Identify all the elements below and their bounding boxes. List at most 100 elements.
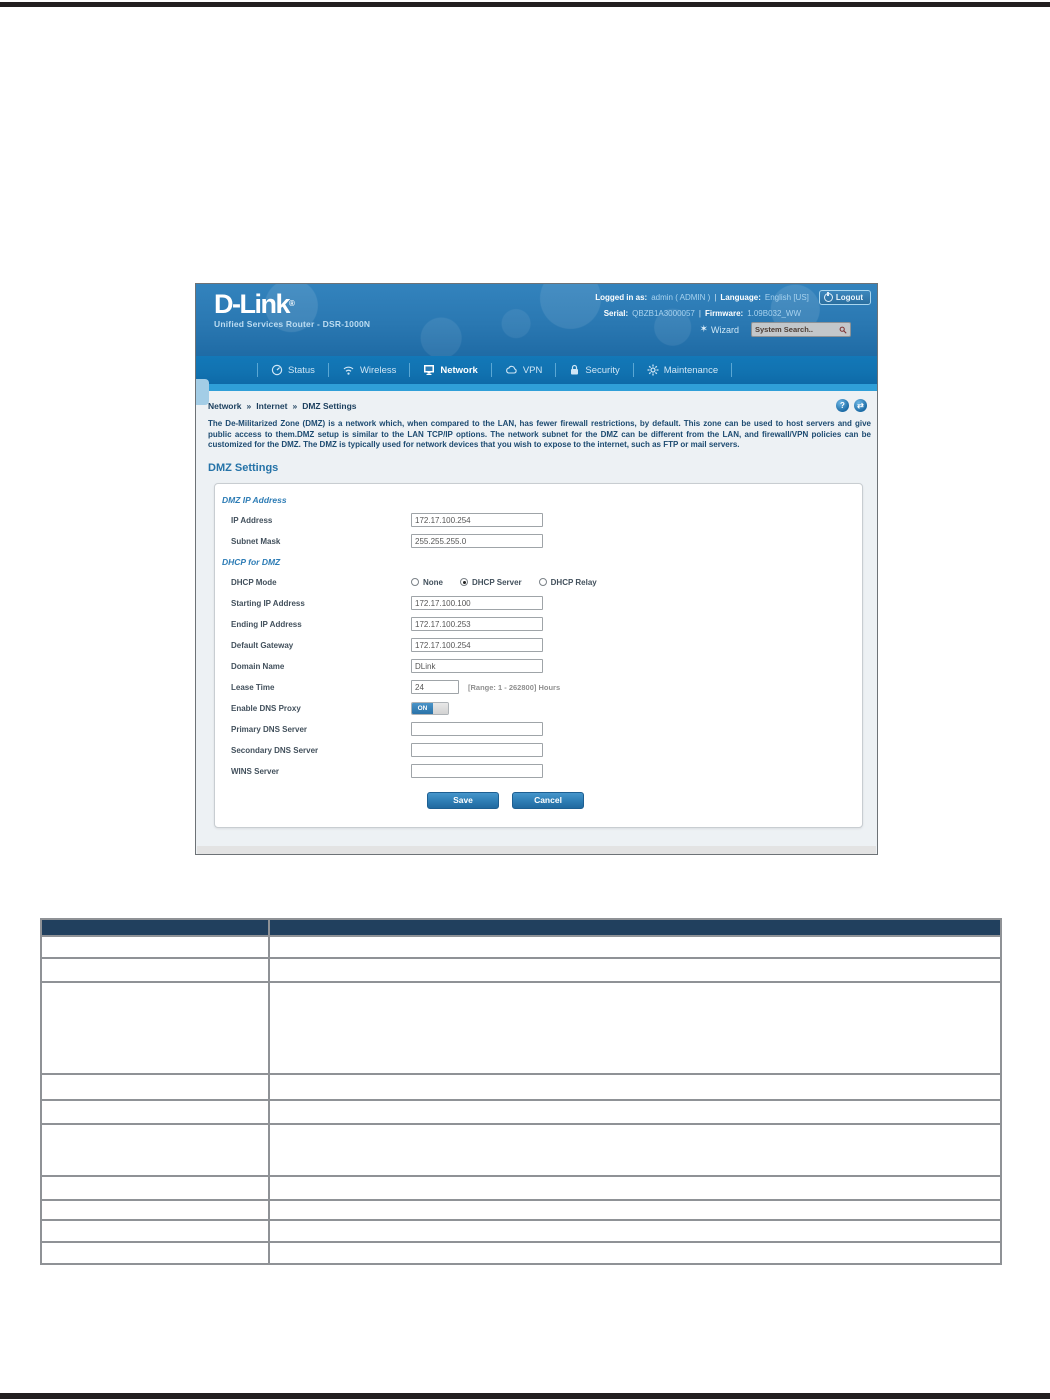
field-description-table: [40, 918, 1002, 1265]
nav-separator: [731, 363, 733, 377]
radio-selected-icon[interactable]: [460, 578, 468, 586]
table-cell: [268, 1175, 1002, 1201]
nav-label: VPN: [522, 364, 543, 376]
help-icon[interactable]: ?: [836, 399, 849, 412]
secondary-dns-label: Secondary DNS Server: [231, 745, 319, 755]
session-line-2: Serial: QBZB1A3000057 | Firmware: 1.09B0…: [595, 309, 871, 318]
dlink-logo: D-Link®: [214, 290, 370, 318]
table-cell: [268, 981, 1002, 1075]
starting-ip-field[interactable]: [411, 596, 543, 610]
table-cell: [40, 1123, 270, 1177]
table-row: [40, 1099, 1002, 1125]
default-gateway-field[interactable]: [411, 638, 543, 652]
form-row-subnet-mask: Subnet Mask: [215, 531, 862, 552]
radio-label: DHCP Relay: [550, 577, 597, 587]
nav-label: Network: [440, 364, 478, 376]
form-row-secondary-dns: Secondary DNS Server: [215, 740, 862, 761]
brand-block: D-Link® Unified Services Router - DSR-10…: [214, 290, 370, 329]
divider: |: [714, 293, 717, 302]
radio-dhcp-server[interactable]: DHCP Server: [460, 578, 522, 587]
nav-item-wireless[interactable]: Wireless: [342, 364, 396, 376]
firmware-value: 1.09B032_WW: [747, 309, 801, 318]
gauge-icon: [271, 364, 283, 376]
cancel-button[interactable]: Cancel: [512, 791, 584, 809]
logout-button[interactable]: Logout: [818, 290, 871, 305]
radio-label: None: [423, 577, 443, 587]
primary-dns-field[interactable]: [411, 722, 543, 736]
wins-server-label: WINS Server: [231, 766, 280, 776]
default-gateway-label: Default Gateway: [231, 640, 294, 650]
product-tagline: Unified Services Router - DSR-1000N: [214, 319, 371, 329]
breadcrumb-network[interactable]: Network: [208, 400, 242, 411]
registered-mark: ®: [289, 299, 295, 308]
primary-dns-label: Primary DNS Server: [231, 724, 308, 734]
form-row-wins-server: WINS Server: [215, 761, 862, 782]
table-row: [40, 1241, 1002, 1265]
dns-proxy-toggle[interactable]: ON: [411, 701, 449, 715]
breadcrumb-internet[interactable]: Internet: [256, 400, 288, 411]
table-cell: [268, 1073, 1002, 1101]
subnet-mask-field[interactable]: [411, 534, 543, 548]
nav-item-status[interactable]: Status: [271, 364, 315, 376]
form-row-starting-ip: Starting IP Address: [215, 593, 862, 614]
starting-ip-label: Starting IP Address: [231, 598, 305, 608]
nav-separator: [490, 363, 492, 377]
header-banner: D-Link® Unified Services Router - DSR-10…: [196, 284, 877, 356]
form-row-lease-time: Lease Time [Range: 1 - 262800] Hours: [215, 677, 862, 698]
radio-none[interactable]: None: [411, 578, 443, 587]
cloud-icon: [505, 365, 517, 374]
radio-dhcp-relay[interactable]: DHCP Relay: [538, 577, 597, 587]
wins-server-field[interactable]: [411, 764, 543, 778]
radio-icon[interactable]: [411, 578, 419, 586]
dns-proxy-label: Enable DNS Proxy: [231, 703, 301, 713]
subnet-mask-label: Subnet Mask: [231, 536, 281, 546]
nav-label: Wireless: [359, 364, 397, 376]
table-cell: [40, 935, 270, 959]
lease-time-field[interactable]: [411, 680, 459, 694]
system-search-box[interactable]: [751, 322, 851, 337]
monitor-icon: [424, 365, 435, 375]
nav-separator: [632, 363, 634, 377]
lock-icon: [571, 364, 579, 375]
table-cell: [268, 1219, 1002, 1243]
wizard-label: Wizard: [710, 324, 739, 335]
gear-icon: [647, 364, 659, 376]
nav-label: Security: [585, 364, 620, 376]
form-row-default-gateway: Default Gateway: [215, 635, 862, 656]
page-nav-icon[interactable]: ⇄: [854, 399, 867, 412]
table-header-description: [268, 918, 1002, 937]
secondary-dns-field[interactable]: [411, 743, 543, 757]
wifi-icon: [343, 366, 354, 375]
table-row: [40, 1175, 1002, 1201]
table-row: [40, 935, 1002, 959]
search-icon: [839, 326, 847, 334]
breadcrumb-separator: »: [292, 400, 298, 411]
wizard-button[interactable]: ✶ Wizard: [700, 324, 739, 335]
page-title: DMZ Settings: [208, 461, 279, 474]
nav-item-security[interactable]: Security: [569, 364, 620, 376]
ip-address-field[interactable]: [411, 513, 543, 527]
table-header-row: [40, 918, 1002, 937]
table-cell: [268, 1123, 1002, 1177]
language-value[interactable]: English [US]: [764, 293, 809, 302]
nav-item-network[interactable]: Network: [423, 364, 478, 376]
toggle-off-segment: [433, 702, 448, 714]
nav-item-maintenance[interactable]: Maintenance: [647, 364, 718, 376]
radio-icon[interactable]: [538, 578, 547, 586]
page-top-rule: [0, 2, 1050, 7]
nav-item-vpn[interactable]: VPN: [505, 364, 543, 376]
ending-ip-field[interactable]: [411, 617, 543, 631]
domain-name-field[interactable]: [411, 659, 543, 673]
breadcrumb-separator: »: [246, 400, 252, 411]
search-input[interactable]: [755, 325, 839, 334]
breadcrumb-row: Network » Internet » DMZ Settings ? ⇄: [196, 391, 877, 412]
logo-text: D-Link: [214, 289, 291, 319]
session-block: Logged in as: admin ( ADMIN ) | Language…: [595, 290, 871, 341]
table-cell: [40, 957, 270, 983]
button-row: Save Cancel: [427, 791, 862, 809]
save-button[interactable]: Save: [427, 791, 499, 809]
ip-address-label: IP Address: [231, 515, 273, 525]
sidebar-pull-tab[interactable]: [196, 379, 209, 405]
nav-accent-strip: [196, 384, 877, 391]
table-cell: [268, 935, 1002, 959]
